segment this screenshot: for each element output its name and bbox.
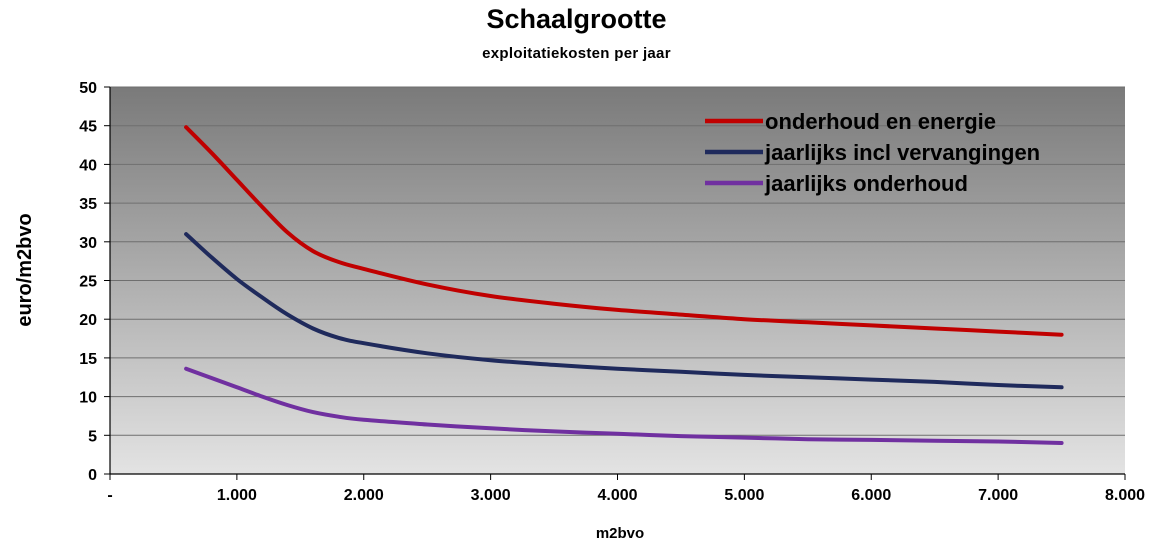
x-tick-label: 5.000 <box>724 487 764 504</box>
y-tick-label: 40 <box>79 157 97 174</box>
y-tick-label: 0 <box>88 467 97 484</box>
y-tick-label: 30 <box>79 235 97 252</box>
y-tick-label: 5 <box>88 428 97 445</box>
y-tick-label: 15 <box>79 351 97 368</box>
x-tick-label: 6.000 <box>851 487 891 504</box>
x-axis-label: m2bvo <box>596 525 644 542</box>
x-tick-label: 8.000 <box>1105 487 1145 504</box>
x-tick-label: 7.000 <box>978 487 1018 504</box>
y-tick-label: 10 <box>79 390 97 407</box>
y-axis-label: euro/m2bvo <box>14 213 36 326</box>
y-tick-label: 50 <box>79 80 97 97</box>
legend-label: jaarlijks onderhoud <box>764 171 968 196</box>
y-tick-label: 45 <box>79 119 97 136</box>
chart-title: Schaalgrootte <box>486 4 667 34</box>
legend-label: jaarlijks incl vervangingen <box>764 140 1040 165</box>
legend-label: onderhoud en energie <box>765 109 996 134</box>
x-tick-label: 2.000 <box>344 487 384 504</box>
legend: onderhoud en energie jaarlijks incl verva… <box>705 109 1040 196</box>
x-tick-label: 4.000 <box>597 487 637 504</box>
series-line-3 <box>184 366 1064 445</box>
y-tick-label: 25 <box>79 274 97 291</box>
chart-subtitle: exploitatiekosten per jaar <box>482 45 671 62</box>
x-tick-label: 3.000 <box>471 487 511 504</box>
x-tick-label: - <box>107 487 112 504</box>
y-tick-label: 20 <box>79 312 97 329</box>
series-lines <box>184 125 1064 445</box>
series-line-1 <box>184 125 1064 337</box>
series-line-2 <box>184 232 1064 390</box>
x-tick-label: 1.000 <box>217 487 257 504</box>
gridlines <box>110 86 1125 436</box>
axes: 0 5 10 15 20 25 30 35 40 45 50 - 1.000 2.000 3.000 4.00… <box>79 80 1145 504</box>
y-tick-label: 35 <box>79 196 97 213</box>
